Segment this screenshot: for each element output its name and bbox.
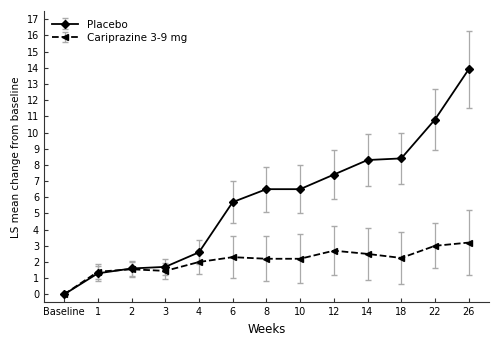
X-axis label: Weeks: Weeks <box>247 323 286 336</box>
Legend: Placebo, Cariprazine 3-9 mg: Placebo, Cariprazine 3-9 mg <box>49 16 190 46</box>
Y-axis label: LS mean change from baseline: LS mean change from baseline <box>11 76 21 238</box>
